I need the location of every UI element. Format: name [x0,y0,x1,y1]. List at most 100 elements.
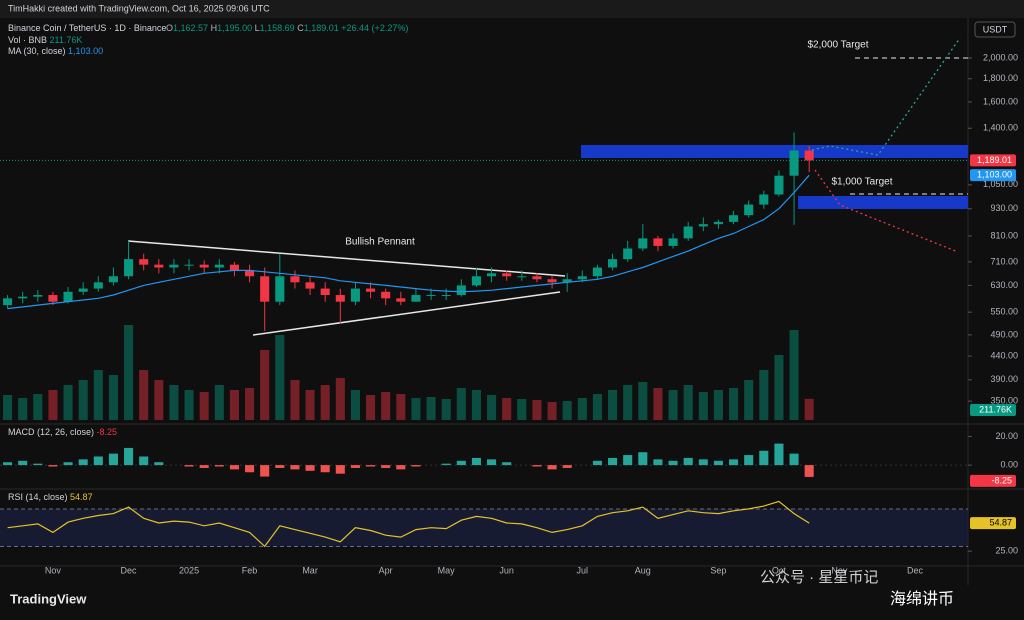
candle-body [350,288,360,302]
macd-bar [93,456,103,466]
macd-bar [3,462,13,466]
y-tick-label: 390.00 [990,374,1018,384]
top-bar [0,0,1024,18]
candle-body [124,259,134,277]
price-tag: 1,189.01 [977,155,1012,165]
macd-bar [411,465,421,467]
rsi-band [0,508,968,547]
macd-bar [18,460,28,466]
volume-bar [396,394,406,420]
x-tick-label: Nov [831,565,848,575]
macd-bar [63,462,73,466]
candle-body [381,291,391,299]
macd-bar [108,453,118,466]
volume-bar [456,388,466,420]
candle-body [547,279,557,283]
candle-body [108,276,118,283]
y-tick-label: 1,800.00 [983,73,1018,83]
volume-tag-box [970,404,1016,416]
candle-body [532,276,542,280]
macd-bar [290,465,300,470]
resistance-zone [581,145,968,158]
macd-bar [366,465,376,467]
price-tag-box [970,154,1016,167]
candle-body [683,226,693,239]
volume-bar [804,398,814,420]
macd-bar [245,465,255,473]
x-tick-label: Feb [242,565,258,575]
candle-body [320,288,330,296]
x-tick-label: 2025 [179,565,199,575]
candle-body [456,285,466,296]
volume-bar [169,385,179,420]
macd-bar [275,465,285,468]
candle-body [441,295,451,297]
candle-body [471,276,481,286]
candle-body [78,288,88,292]
candle-body [592,267,602,277]
candle-body [275,276,285,302]
macd-bar [381,465,391,468]
candle-body [305,282,315,289]
volume-bar [502,398,512,420]
currency-box[interactable] [974,21,1016,38]
volume-bar [18,398,28,420]
macd-bar [48,465,58,467]
x-tick-label: Oct [772,565,787,575]
volume-bar [759,370,769,420]
y-tick-label: 550.00 [990,307,1018,317]
macd-bar [260,465,270,477]
candle-body [199,264,209,268]
volume-bar [547,402,557,420]
x-tick-label: Dec [121,565,138,575]
rsi-line [7,500,810,548]
volume-bar [199,392,209,420]
volume-bar [305,390,315,420]
x-tick-label: Apr [379,565,393,575]
legend-symbol: Binance Coin / TetherUS · 1D · Binance [8,23,166,33]
candle-body [169,264,179,268]
macd-bar [623,455,633,466]
volume-bar [683,385,693,420]
volume-bar [3,395,13,420]
volume-tag: 211.76K [979,404,1012,414]
y-tick-label: 440.00 [990,350,1018,360]
macd-bar [789,453,799,466]
candle-body [623,248,633,260]
candle-body [260,276,270,302]
candle-body [577,276,587,280]
macd-bar [487,459,497,466]
x-tick-label: Jul [577,565,589,575]
candle-body [502,273,512,277]
macd-bar [547,465,557,470]
candle-body [608,259,618,268]
candle-body [18,296,28,299]
volume-bar [290,380,300,420]
volume-bar [411,398,421,420]
candle-body [517,276,527,278]
y-tick-label: 1,600.00 [983,96,1018,106]
macd-bar [638,452,648,466]
volume-bar [532,400,542,420]
volume-bar [139,370,149,420]
y-tick-label: 810.00 [990,230,1018,240]
macd-bar [154,462,164,466]
macd-bar [729,459,739,466]
candle-body [744,204,754,216]
candle-body [562,279,572,283]
candle-body [290,276,300,283]
macd-tag-box [970,474,1016,487]
pennant-upper [127,240,566,277]
logo: TradingView [10,591,87,606]
macd-bar [713,460,723,466]
volume-bar [562,401,572,420]
volume-bar [78,380,88,420]
volume-bar [184,390,194,420]
x-tick-label: Aug [635,565,651,575]
target-label: $2,000 Target [808,40,869,51]
volume-bar [275,335,285,420]
volume-bar [789,330,799,420]
candle-body [396,298,406,302]
target-label: $1,000 Target [832,177,893,188]
